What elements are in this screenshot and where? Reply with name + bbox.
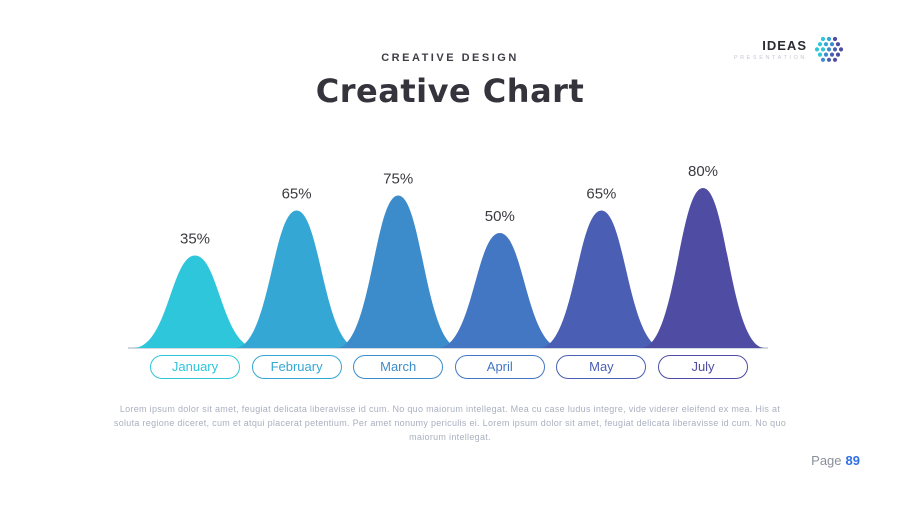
- body-text: Lorem ipsum dolor sit amet, feugiat deli…: [113, 404, 787, 442]
- month-pill-may: May: [556, 355, 647, 380]
- header: CREATIVE DESIGN Creative Chart: [0, 52, 900, 110]
- chart-curve-march: [336, 195, 461, 348]
- chart-curve-april: [437, 233, 562, 348]
- slide-title: Creative Chart: [315, 72, 585, 110]
- value-label-march: 75%: [383, 171, 413, 188]
- logo-tagline: PRESENTATION: [733, 55, 807, 61]
- value-label-january: 35%: [180, 231, 210, 248]
- page-label: Page: [811, 453, 842, 468]
- month-pill-february: February: [251, 355, 342, 380]
- page-number: 89: [845, 453, 860, 468]
- page-footer: Page 89: [811, 453, 860, 468]
- logo: IDEAS PRESENTATION: [734, 36, 844, 63]
- logo-dots-icon: [814, 36, 844, 62]
- value-label-april: 50%: [485, 208, 515, 225]
- creative-chart-svg: 35% 65% 75% 50% 65% 80%: [128, 163, 768, 349]
- chart-curve-january: [133, 255, 257, 348]
- value-label-february: 65%: [282, 186, 312, 203]
- logo-text: IDEAS PRESENTATION: [734, 38, 807, 61]
- value-label-may: 65%: [586, 186, 616, 203]
- chart-curve-may: [539, 210, 664, 348]
- chart-curve-february: [234, 210, 359, 348]
- month-pill-row: January February March April May July: [120, 355, 780, 383]
- month-pill-april: April: [454, 355, 545, 380]
- value-label-july: 80%: [688, 163, 718, 180]
- month-pill-july: July: [658, 355, 748, 380]
- month-pill-march: March: [353, 355, 444, 380]
- logo-name: IDEAS: [762, 38, 807, 53]
- slide-subtitle: CREATIVE DESIGN: [381, 52, 519, 64]
- chart-curve-july: [641, 188, 765, 348]
- chart-area: 35% 65% 75% 50% 65% 80%: [120, 158, 780, 358]
- month-pill-january: January: [150, 355, 240, 380]
